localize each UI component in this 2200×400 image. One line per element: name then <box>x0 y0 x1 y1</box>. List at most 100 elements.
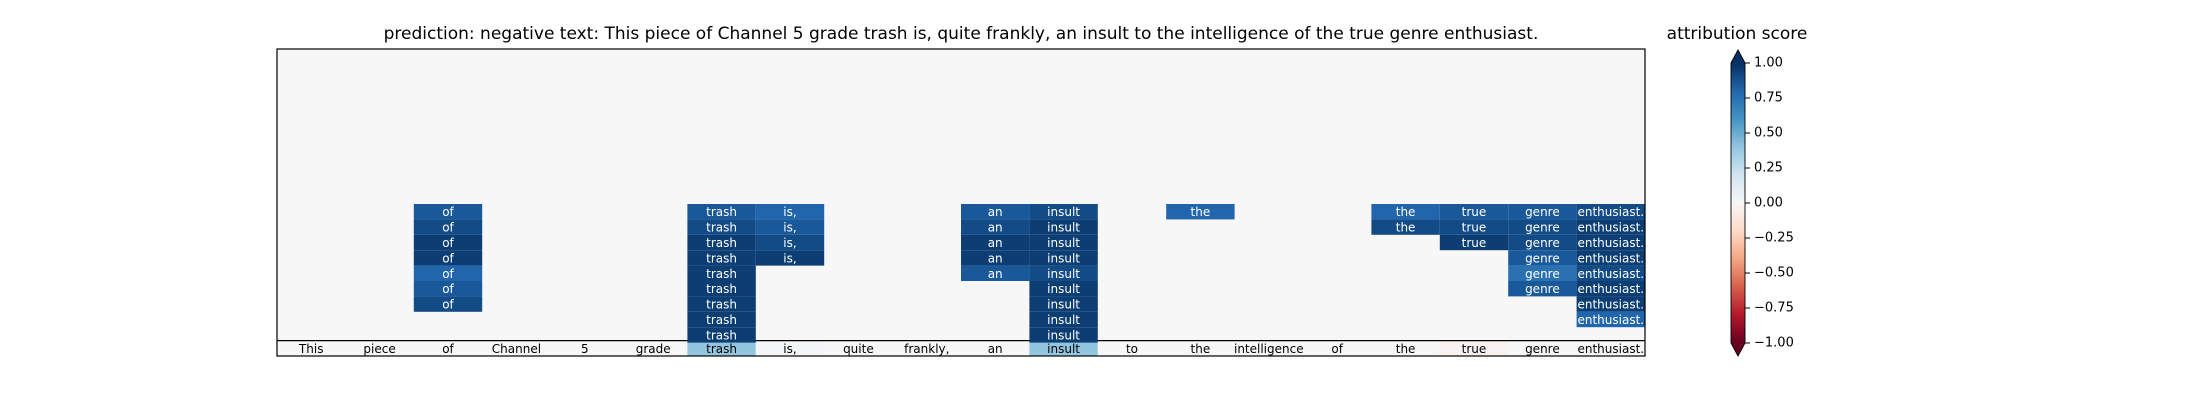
stack-cell <box>1508 219 1577 235</box>
token-label: enthusiast. <box>1577 342 1644 356</box>
stack-cell <box>1166 204 1235 220</box>
chart-title: prediction: negative text: This piece of… <box>384 24 1539 44</box>
stack-cell <box>687 250 756 266</box>
stack-cell-label: of <box>442 205 454 219</box>
stack-cell <box>1508 250 1577 266</box>
stack-cell-label: an <box>988 205 1003 219</box>
base-cell <box>619 340 688 356</box>
stack-cell <box>1439 219 1509 235</box>
stack-cell <box>1576 219 1645 235</box>
colorbar-tick-label: 0.50 <box>1754 126 1783 141</box>
stack-cell <box>413 281 483 297</box>
stack-cell <box>1576 281 1645 297</box>
colorbar-tick-label: −1.00 <box>1754 336 1794 351</box>
stack-cell-label: enthusiast. <box>1577 251 1644 265</box>
base-cell <box>961 340 1030 356</box>
stack-cell <box>755 234 825 251</box>
base-cell <box>1508 340 1577 356</box>
stack-cell-label: trash <box>706 251 737 265</box>
stack-cell <box>755 219 825 235</box>
colorbar-extend-top <box>1731 50 1745 63</box>
stack-cell <box>1029 311 1098 328</box>
stack-cell <box>687 296 756 312</box>
token-label: intelligence <box>1234 342 1304 356</box>
stack-cell-label: an <box>988 267 1003 281</box>
stack-cell-label: the <box>1396 221 1416 235</box>
base-cell <box>1029 340 1098 356</box>
base-cell <box>1097 340 1167 356</box>
stack-cell <box>961 204 1030 220</box>
stack-cell-label: is, <box>783 221 796 235</box>
stack-cell <box>1576 204 1645 220</box>
stack-cell <box>1029 327 1098 343</box>
stack-cell-label: trash <box>706 313 737 327</box>
base-cell <box>413 340 483 356</box>
stack-cell-label: insult <box>1047 298 1080 312</box>
token-label: an <box>988 342 1003 356</box>
token-label: true <box>1462 342 1487 356</box>
stack-cell <box>413 296 483 312</box>
stack-cell-label: insult <box>1047 251 1080 265</box>
token-label: the <box>1191 342 1211 356</box>
base-cell <box>345 340 414 356</box>
stack-cell-label: enthusiast. <box>1577 236 1644 250</box>
colorbar-label: attribution score <box>1667 24 1808 44</box>
token-label: the <box>1396 342 1416 356</box>
colorbar-extend-bottom <box>1731 343 1745 356</box>
stack-cell-label: insult <box>1047 282 1080 296</box>
stack-cell-label: trash <box>706 205 737 219</box>
stack-cell-label: of <box>442 267 454 281</box>
colorbar-tick-label: 1.00 <box>1754 56 1783 71</box>
stack-cell <box>961 234 1030 251</box>
base-cell <box>892 340 961 356</box>
token-label: frankly, <box>904 342 949 356</box>
stack-cell <box>1576 296 1645 312</box>
stack-cell-label: trash <box>706 267 737 281</box>
token-label: grade <box>636 342 671 356</box>
token-label: of <box>442 342 454 356</box>
stack-cell <box>961 250 1030 266</box>
stack-cell-label: insult <box>1047 205 1080 219</box>
token-label: insult <box>1047 342 1080 356</box>
token-label: is, <box>783 342 796 356</box>
stack-cell <box>1576 250 1645 266</box>
base-cell <box>755 340 825 356</box>
token-label: to <box>1126 342 1138 356</box>
stack-cell <box>755 204 825 220</box>
stack-cell-label: insult <box>1047 313 1080 327</box>
base-cell <box>1234 340 1303 356</box>
stack-cell-label: of <box>442 251 454 265</box>
stack-cell-label: genre <box>1525 236 1560 250</box>
stack-cell <box>1439 204 1509 220</box>
base-cell <box>277 340 346 356</box>
stack-cell <box>687 281 756 297</box>
stack-cell <box>687 204 756 220</box>
stack-cell <box>1371 204 1440 220</box>
stack-cell <box>1576 234 1645 251</box>
stack-cell-label: is, <box>783 236 796 250</box>
stack-cell <box>1029 296 1098 312</box>
token-label: 5 <box>581 342 589 356</box>
stack-cell <box>961 265 1030 281</box>
base-cell <box>1439 340 1509 356</box>
colorbar: 1.00 0.75 0.50 0.25 0.00 −0.25 −0.50 −0.75 −1.00 <box>1730 49 1794 357</box>
base-cell <box>1303 340 1372 356</box>
stack-cell-label: the <box>1396 205 1416 219</box>
stack-cell-label: of <box>442 298 454 312</box>
base-cell <box>550 340 619 356</box>
colorbar-tick-label: −0.75 <box>1754 301 1794 316</box>
stack-cell-label: true <box>1462 205 1487 219</box>
base-cell <box>1576 340 1645 356</box>
token-label: Channel <box>492 342 541 356</box>
stack-cell-label: insult <box>1047 267 1080 281</box>
stack-cell <box>687 219 756 235</box>
heatmap-frame <box>276 48 1646 357</box>
stack-cell <box>961 219 1030 235</box>
colorbar-tick-label: 0.25 <box>1754 161 1783 176</box>
stack-cell-label: enthusiast. <box>1577 298 1644 312</box>
stack-cell-label: enthusiast. <box>1577 313 1644 327</box>
stack-cell-label: the <box>1191 205 1211 219</box>
token-label: of <box>1331 342 1343 356</box>
stack-cell-label: trash <box>706 236 737 250</box>
